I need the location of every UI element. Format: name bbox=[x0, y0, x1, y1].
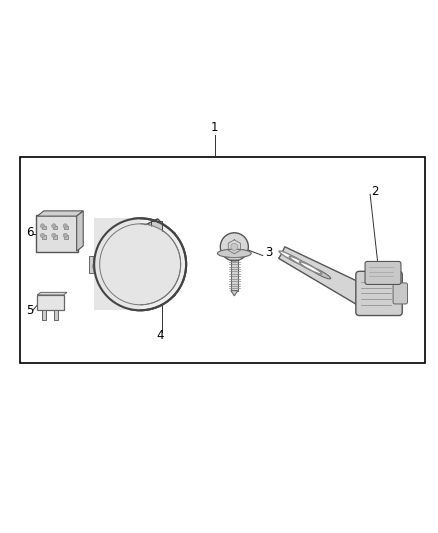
Ellipse shape bbox=[309, 267, 331, 279]
Polygon shape bbox=[125, 294, 149, 305]
Polygon shape bbox=[231, 290, 238, 296]
Polygon shape bbox=[37, 292, 67, 295]
Bar bbox=[20, 157, 425, 363]
Bar bbox=[54, 310, 58, 320]
Ellipse shape bbox=[218, 249, 251, 257]
Bar bbox=[151, 221, 162, 232]
Bar bbox=[37, 295, 64, 310]
Circle shape bbox=[52, 224, 56, 228]
Circle shape bbox=[220, 233, 248, 261]
Circle shape bbox=[94, 219, 186, 310]
Circle shape bbox=[52, 233, 56, 238]
Circle shape bbox=[231, 243, 238, 251]
Text: 2: 2 bbox=[371, 184, 378, 198]
Text: 1: 1 bbox=[211, 120, 219, 134]
FancyBboxPatch shape bbox=[365, 262, 401, 285]
Bar bbox=[42, 235, 46, 239]
Text: 5: 5 bbox=[26, 304, 33, 317]
Polygon shape bbox=[94, 219, 140, 310]
Bar bbox=[64, 225, 68, 229]
Bar bbox=[231, 255, 238, 290]
Ellipse shape bbox=[297, 260, 318, 272]
Bar bbox=[64, 235, 68, 239]
Circle shape bbox=[101, 225, 180, 304]
Bar bbox=[53, 235, 57, 239]
Bar bbox=[42, 310, 46, 320]
FancyBboxPatch shape bbox=[98, 232, 176, 296]
Circle shape bbox=[40, 233, 45, 238]
Ellipse shape bbox=[289, 256, 311, 269]
Bar bbox=[89, 255, 101, 273]
Polygon shape bbox=[37, 211, 83, 216]
Text: 4: 4 bbox=[156, 329, 164, 342]
Circle shape bbox=[92, 263, 99, 270]
Ellipse shape bbox=[300, 262, 322, 274]
Polygon shape bbox=[77, 211, 83, 251]
Circle shape bbox=[63, 224, 67, 228]
Bar bbox=[53, 225, 57, 229]
Circle shape bbox=[63, 233, 67, 238]
Polygon shape bbox=[279, 247, 372, 308]
FancyBboxPatch shape bbox=[356, 271, 402, 316]
Ellipse shape bbox=[279, 251, 301, 263]
Circle shape bbox=[100, 224, 180, 305]
FancyBboxPatch shape bbox=[393, 283, 407, 304]
FancyBboxPatch shape bbox=[36, 215, 78, 253]
Text: 6: 6 bbox=[26, 226, 34, 239]
Circle shape bbox=[40, 224, 45, 228]
Text: 3: 3 bbox=[265, 246, 272, 259]
Ellipse shape bbox=[284, 253, 305, 265]
Bar bbox=[42, 225, 46, 229]
